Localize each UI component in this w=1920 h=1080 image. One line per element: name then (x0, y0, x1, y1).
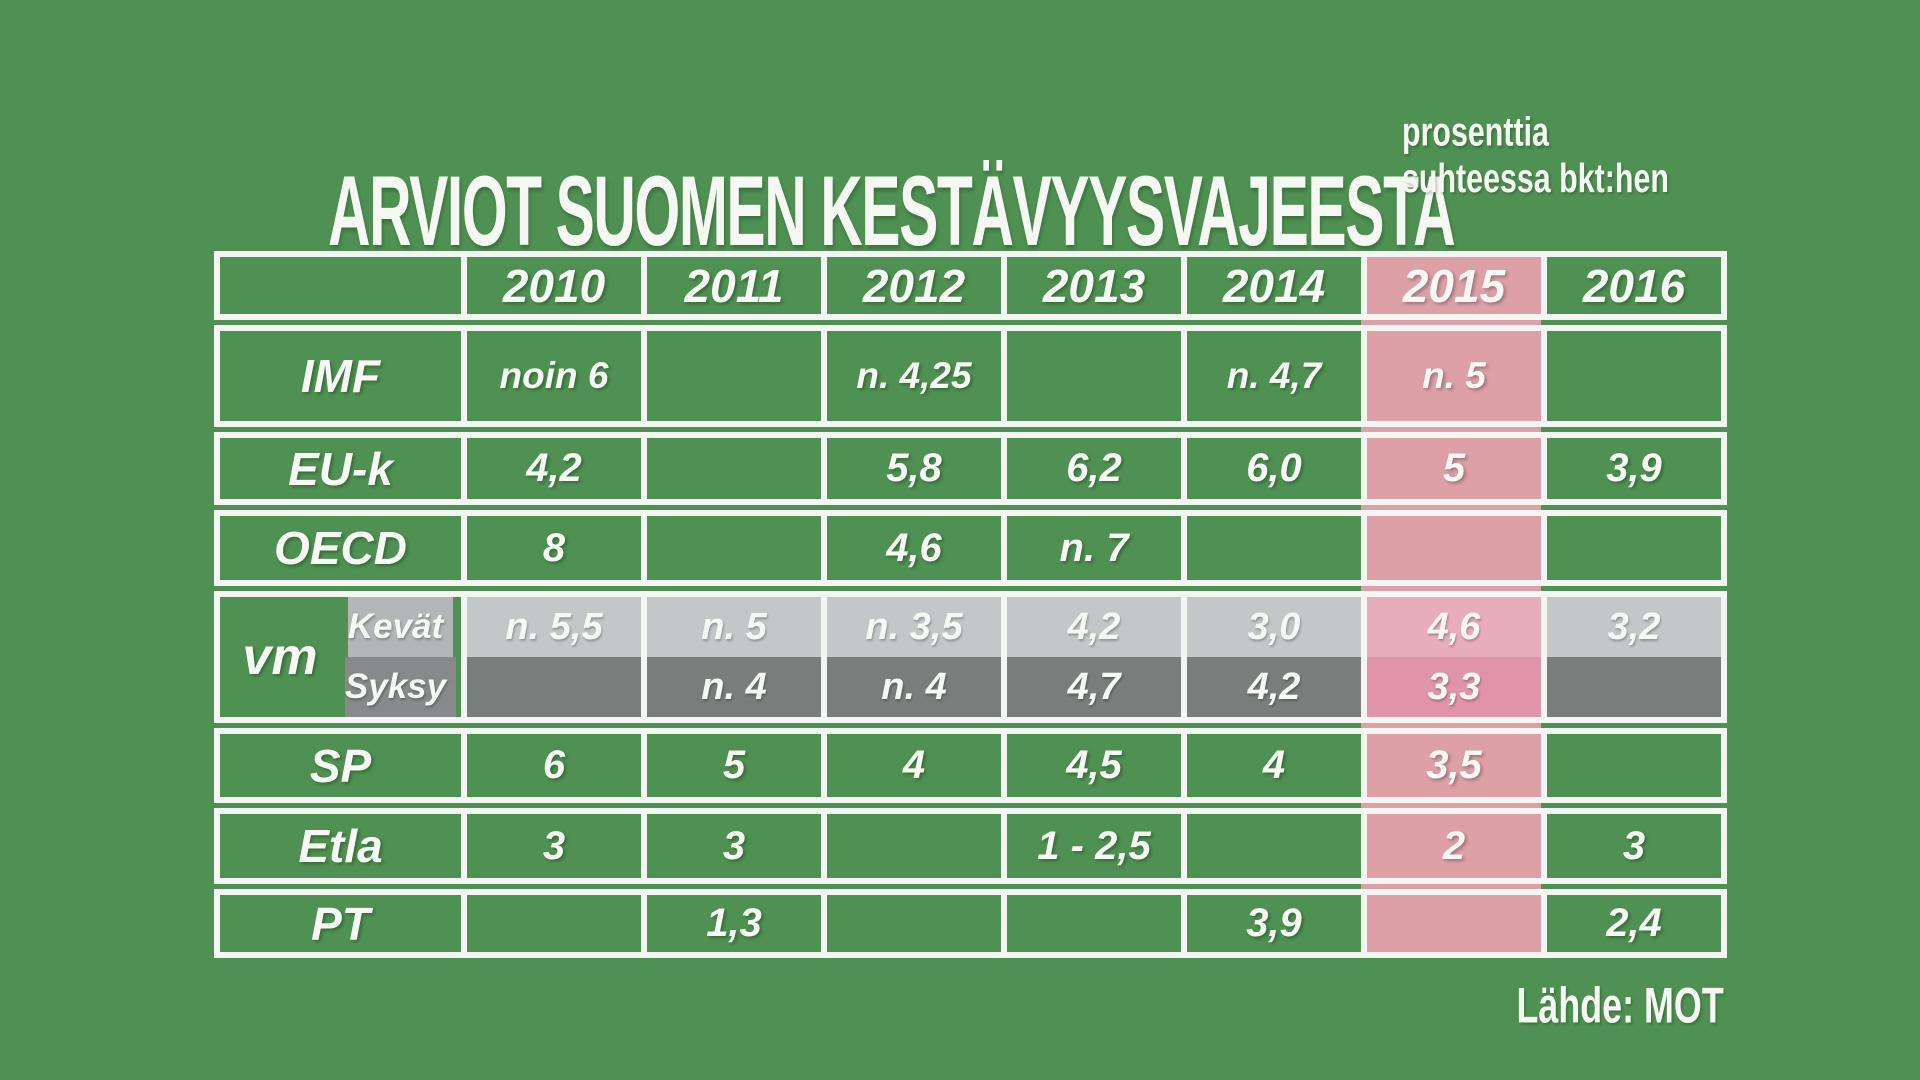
cell-vm-2015: 4,6 3,3 (1361, 597, 1541, 717)
source-label: Lähde: MOT (1516, 977, 1724, 1034)
cell-eu-k-2012: 5,8 (821, 438, 1001, 499)
cell-oecd-2010: 8 (461, 516, 641, 580)
row-label-pt: PT (220, 895, 461, 952)
row-label-eu-k: EU-k (220, 438, 461, 499)
column-header-2011: 2011 (641, 257, 821, 314)
column-header-2014: 2014 (1181, 257, 1361, 314)
column-header-2016: 2016 (1541, 257, 1721, 314)
column-header-2012: 2012 (821, 257, 1001, 314)
cell-oecd-2016 (1541, 516, 1721, 580)
row-label-vm: vm (220, 597, 340, 717)
cell-vm-kevat-2011: n. 5 (647, 597, 821, 657)
cell-pt-2012 (821, 895, 1001, 952)
cell-sp-2014: 4 (1181, 734, 1361, 797)
cell-etla-2010: 3 (461, 814, 641, 878)
cell-vm-2013: 4,2 4,7 (1001, 597, 1181, 717)
cell-imf-2013 (1001, 331, 1181, 421)
table-row-oecd: OECD 8 4,6 n. 7 (214, 510, 1727, 586)
cell-sp-2012: 4 (821, 734, 1001, 797)
cell-imf-2012: n. 4,25 (821, 331, 1001, 421)
subrow-label-kev-t: Kevät (347, 597, 454, 657)
cell-vm-kevat-2010: n. 5,5 (467, 597, 641, 657)
cell-vm-syksy-2013: 4,7 (1007, 657, 1181, 717)
cell-vm-kevat-2012: n. 3,5 (827, 597, 1001, 657)
cell-oecd-2015 (1361, 516, 1541, 580)
column-header-2015: 2015 (1361, 257, 1541, 314)
column-header-blank (220, 257, 461, 314)
cell-eu-k-2013: 6,2 (1001, 438, 1181, 499)
cell-vm-2012: n. 3,5 n. 4 (821, 597, 1001, 717)
row-label-sp: SP (220, 734, 461, 797)
cell-etla-2011: 3 (641, 814, 821, 878)
cell-imf-2011 (641, 331, 821, 421)
cell-oecd-2012: 4,6 (821, 516, 1001, 580)
cell-vm-kevat-2013: 4,2 (1007, 597, 1181, 657)
cell-vm-syksy-2016 (1547, 657, 1721, 717)
cell-eu-k-2015: 5 (1361, 438, 1541, 499)
row-label-etla: Etla (220, 814, 461, 878)
table-row-pt: PT 1,3 3,9 2,4 (214, 889, 1727, 958)
row-label-oecd: OECD (220, 516, 461, 580)
cell-vm-syksy-2010 (467, 657, 641, 717)
cell-pt-2010 (461, 895, 641, 952)
cell-sp-2013: 4,5 (1001, 734, 1181, 797)
cell-pt-2013 (1001, 895, 1181, 952)
cell-vm-kevat-2014: 3,0 (1187, 597, 1361, 657)
table-rows: 2010 2011 2012 2013 2014 2015 2016 IMF noin 6 n. … (214, 251, 1727, 958)
cell-vm-2010: n. 5,5 (461, 597, 641, 717)
estimates-table: 2010 2011 2012 2013 2014 2015 2016 IMF noin 6 n. … (214, 251, 1727, 958)
cell-sp-2016 (1541, 734, 1721, 797)
cell-etla-2014 (1181, 814, 1361, 878)
table-row-vm: vm Kevät Syksy n. 5,5 n. 5 n. 4 n. 3,5 n. 4 4,2 4… (214, 591, 1727, 723)
subrow-labels: Kevät Syksy (340, 597, 461, 717)
cell-vm-syksy-2011: n. 4 (647, 657, 821, 717)
cell-pt-2011: 1,3 (641, 895, 821, 952)
column-header-2013: 2013 (1001, 257, 1181, 314)
cell-pt-2016: 2,4 (1541, 895, 1721, 952)
unit-subtitle: prosenttia suhteessa bkt:hen (1402, 110, 1669, 202)
column-header-2010: 2010 (461, 257, 641, 314)
table-row-sp: SP 6 5 4 4,5 4 3,5 (214, 728, 1727, 803)
cell-imf-2014: n. 4,7 (1181, 331, 1361, 421)
table-header-row: 2010 2011 2012 2013 2014 2015 2016 (214, 251, 1727, 320)
cell-oecd-2011 (641, 516, 821, 580)
cell-etla-2012 (821, 814, 1001, 878)
cell-imf-2015: n. 5 (1361, 331, 1541, 421)
cell-pt-2014: 3,9 (1181, 895, 1361, 952)
cell-vm-syksy-2015: 3,3 (1367, 657, 1541, 717)
cell-imf-2010: noin 6 (461, 331, 641, 421)
unit-subtitle-line2: suhteessa bkt:hen (1402, 155, 1669, 202)
table-row-imf: IMF noin 6 n. 4,25 n. 4,7 n. 5 (214, 325, 1727, 427)
cell-oecd-2014 (1181, 516, 1361, 580)
cell-pt-2015 (1361, 895, 1541, 952)
cell-eu-k-2010: 4,2 (461, 438, 641, 499)
subrow-label-syksy: Syksy (344, 657, 457, 717)
cell-vm-2011: n. 5 n. 4 (641, 597, 821, 717)
table-row-eu-k: EU-k 4,2 5,8 6,2 6,0 5 3,9 (214, 432, 1727, 505)
cell-vm-2014: 3,0 4,2 (1181, 597, 1361, 717)
cell-etla-2013: 1 - 2,5 (1001, 814, 1181, 878)
cell-etla-2016: 3 (1541, 814, 1721, 878)
cell-vm-2016: 3,2 (1541, 597, 1721, 717)
cell-etla-2015: 2 (1361, 814, 1541, 878)
cell-imf-2016 (1541, 331, 1721, 421)
unit-subtitle-line1: prosenttia (1402, 110, 1549, 156)
table-row-etla: Etla 3 3 1 - 2,5 2 3 (214, 808, 1727, 884)
cell-eu-k-2011 (641, 438, 821, 499)
cell-sp-2015: 3,5 (1361, 734, 1541, 797)
cell-sp-2010: 6 (461, 734, 641, 797)
cell-vm-kevat-2015: 4,6 (1367, 597, 1541, 657)
cell-vm-syksy-2014: 4,2 (1187, 657, 1361, 717)
cell-eu-k-2014: 6,0 (1181, 438, 1361, 499)
page-title: ARVIOT SUOMEN KESTÄVYYSVAJEESTA (328, 155, 1456, 267)
cell-vm-syksy-2012: n. 4 (827, 657, 1001, 717)
cell-vm-kevat-2016: 3,2 (1547, 597, 1721, 657)
cell-oecd-2013: n. 7 (1001, 516, 1181, 580)
row-label-imf: IMF (220, 331, 461, 421)
cell-sp-2011: 5 (641, 734, 821, 797)
cell-eu-k-2016: 3,9 (1541, 438, 1721, 499)
